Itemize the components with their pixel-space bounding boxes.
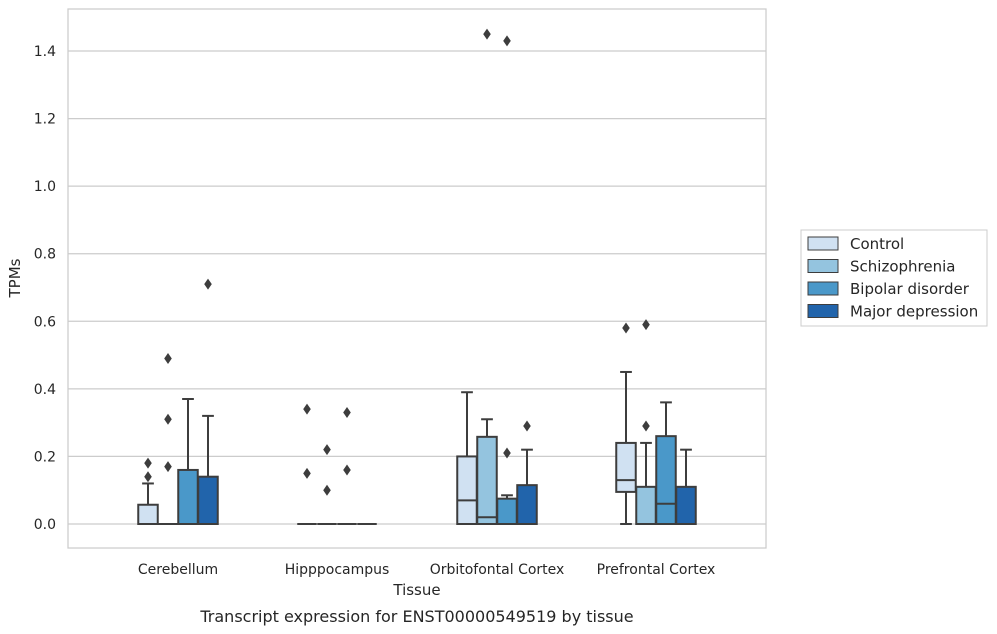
box-iqr <box>655 435 677 525</box>
legend-swatch <box>807 259 839 273</box>
box-control <box>456 391 478 525</box>
box-iqr <box>675 485 697 526</box>
x-tick-label: Cerebellum <box>138 562 218 578</box>
outlier-point <box>642 420 650 432</box>
box-major-depression <box>197 278 219 526</box>
box-bipolar-disorder <box>177 397 199 526</box>
box-major-depression <box>516 420 538 525</box>
plot-frame <box>67 8 767 549</box>
x-tick-labels: Cerebellum Hipppocampus Orbitofontal Corte… <box>138 562 715 578</box>
box-iqr <box>476 435 498 525</box>
chart-caption: Transcript expression for ENST0000054951… <box>199 607 633 626</box>
outlier-point <box>303 467 311 479</box>
y-tick-label: 0.2 <box>34 449 56 465</box>
outlier-point <box>204 278 212 290</box>
box-bipolar-disorder <box>655 401 677 525</box>
legend-label: Bipolar disorder <box>850 280 970 298</box>
box-iqr <box>496 497 518 525</box>
legend-swatch <box>807 281 839 296</box>
box-schizophrenia <box>476 28 498 525</box>
x-tick-label: Prefrontal Cortex <box>597 562 716 578</box>
outlier-point <box>303 403 311 415</box>
box-schizophrenia <box>317 444 337 525</box>
outlier-point <box>323 444 331 456</box>
outlier-point <box>343 464 351 476</box>
y-tick-label: 0.8 <box>34 247 56 263</box>
y-axis-label: TPMs <box>6 258 24 298</box>
boxes <box>137 28 697 526</box>
legend-label: Schizophrenia <box>850 258 955 276</box>
legend-swatch <box>807 304 839 318</box>
y-tick-labels: 0.0 0.2 0.4 0.6 0.8 1.0 1.2 1.4 <box>34 44 56 533</box>
legend-swatch <box>807 236 839 251</box>
y-tick-label: 0.0 <box>34 517 56 533</box>
x-axis-label: Tissue <box>392 581 440 599</box>
box-iqr <box>516 484 538 525</box>
x-tick-label: Orbitofontal Cortex <box>430 562 565 578</box>
box-iqr <box>456 455 478 525</box>
outlier-point <box>144 457 152 469</box>
box-iqr <box>635 485 657 526</box>
box-control <box>137 457 159 526</box>
outlier-point <box>503 35 511 47</box>
y-tick-label: 1.2 <box>34 112 56 128</box>
outlier-point <box>164 352 172 364</box>
box-bipolar-disorder <box>496 35 518 525</box>
outlier-point <box>622 322 630 334</box>
legend-label: Control <box>850 235 904 253</box>
box-iqr <box>197 475 219 526</box>
outlier-point <box>323 484 331 496</box>
box-schizophrenia <box>158 352 178 525</box>
box-major-depression <box>675 448 697 526</box>
outlier-point <box>343 407 351 419</box>
outlier-point <box>642 319 650 331</box>
y-tick-label: 1.0 <box>34 179 56 195</box>
y-tick-label: 0.6 <box>34 314 56 330</box>
y-tick-label: 0.4 <box>34 382 56 398</box>
x-tick-label: Hipppocampus <box>285 562 390 578</box>
outlier-point <box>523 420 531 432</box>
box-bipolar-disorder <box>337 407 357 525</box>
box-iqr <box>615 441 637 493</box>
box-control <box>297 403 317 525</box>
box-schizophrenia <box>635 319 657 526</box>
box-control <box>615 322 637 525</box>
grid-lines <box>68 50 766 525</box>
outlier-point <box>503 447 511 459</box>
box-iqr <box>137 503 159 526</box>
outlier-point <box>164 413 172 425</box>
outlier-point <box>483 28 491 40</box>
outlier-point <box>164 461 172 473</box>
outlier-point <box>144 471 152 483</box>
legend: Control Schizophrenia Bipolar disorder Majo… <box>800 229 988 327</box>
box-iqr <box>177 468 199 526</box>
legend-label: Major depression <box>850 303 978 321</box>
y-tick-label: 1.4 <box>34 44 56 60</box>
